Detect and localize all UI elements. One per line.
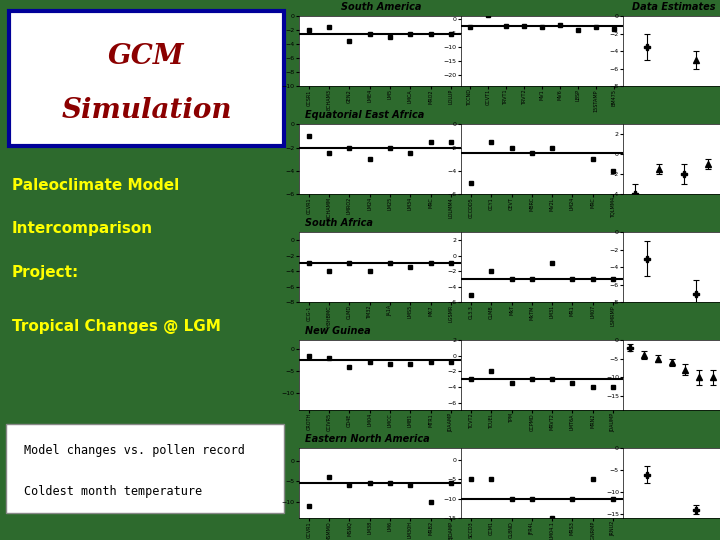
Text: Project:: Project:	[12, 265, 79, 280]
FancyBboxPatch shape	[9, 11, 284, 146]
Text: Intercomparison: Intercomparison	[12, 221, 153, 237]
Text: Equatorial East Africa: Equatorial East Africa	[305, 110, 424, 120]
Text: Model changes vs. pollen record: Model changes vs. pollen record	[24, 444, 245, 457]
Text: Paleoclimate Model: Paleoclimate Model	[12, 178, 179, 193]
FancyBboxPatch shape	[6, 424, 284, 513]
Text: New Guinea: New Guinea	[305, 326, 371, 336]
Text: Eastern North America: Eastern North America	[305, 434, 429, 444]
Text: Simulation: Simulation	[61, 97, 232, 124]
Text: GCM: GCM	[108, 43, 185, 70]
Text: South America: South America	[341, 2, 422, 12]
Text: Coldest month temperature: Coldest month temperature	[24, 485, 202, 498]
Text: Data Estimates: Data Estimates	[632, 2, 716, 12]
Text: South Africa: South Africa	[305, 218, 373, 228]
Text: Tropical Changes @ LGM: Tropical Changes @ LGM	[12, 319, 221, 334]
